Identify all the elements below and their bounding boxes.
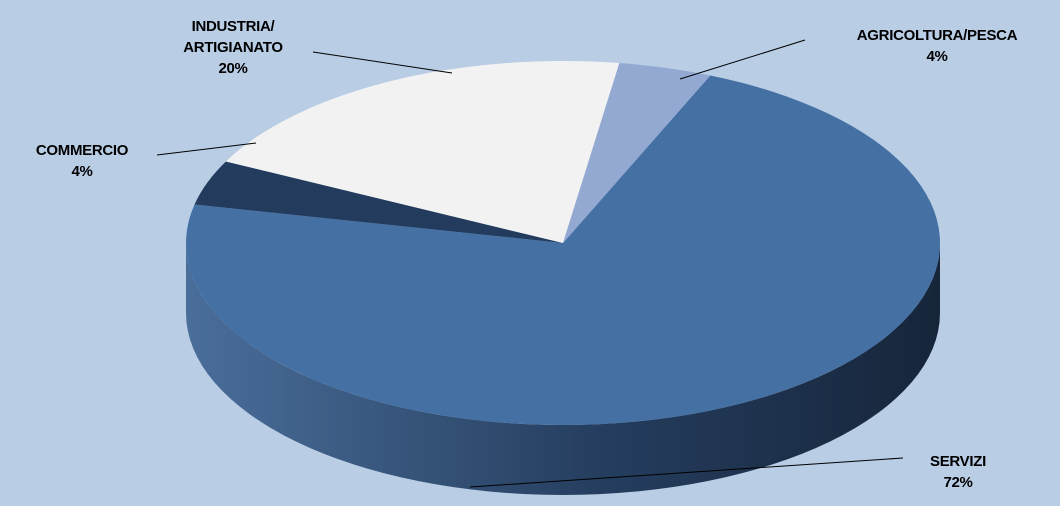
category-label-industria: ARTIGIANATO xyxy=(183,39,283,56)
leader-line-commercio xyxy=(156,142,257,156)
category-label-servizi: SERVIZI xyxy=(930,453,986,470)
pie-slice-commercio xyxy=(194,161,563,243)
leader-line-servizi xyxy=(469,457,904,488)
value-label-industria: 20% xyxy=(218,60,247,77)
pie-side-servizi xyxy=(186,243,940,495)
pie-slice-agricoltura-pesca xyxy=(563,63,711,243)
leader-line-agricoltura-pesca xyxy=(679,39,806,80)
category-label-commercio: COMMERCIO xyxy=(36,142,129,159)
value-label-servizi: 72% xyxy=(943,474,972,491)
pie-slice-servizi xyxy=(185,75,940,426)
pie-slice-industria xyxy=(225,61,620,244)
leader-line-industria xyxy=(312,51,453,74)
category-label-agricoltura-pesca: AGRICOLTURA/PESCA xyxy=(857,27,1018,44)
value-label-commercio: 4% xyxy=(71,163,92,180)
category-label-industria: INDUSTRIA/ xyxy=(192,18,276,35)
value-label-agricoltura-pesca: 4% xyxy=(926,48,947,65)
